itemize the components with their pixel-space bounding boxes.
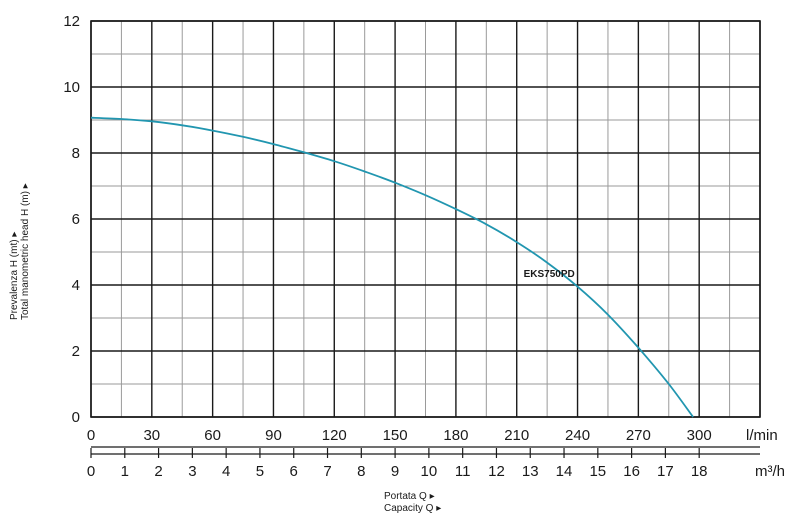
x-tick-label-m3h: 1 [121, 463, 129, 480]
x-tick-label-lmin: 240 [565, 427, 590, 444]
x-tick-label-m3h: 12 [488, 463, 505, 480]
x-tick-labels-lmin: 0 30 60 90 120 150 180 210 240 270 300 [87, 427, 760, 448]
x-tick-label-lmin: 60 [204, 427, 221, 444]
x-tick-label-m3h: 15 [589, 463, 606, 480]
x-tick-label-m3h: 17 [657, 463, 674, 480]
x-tick-label-m3h: 3 [188, 463, 196, 480]
y-tick-label: 6 [72, 211, 80, 228]
curve-layer: EKS750PD [90, 116, 694, 418]
x-tick-label-lmin: 300 [687, 427, 712, 444]
y-tick-labels: 0 2 4 6 8 10 12 [63, 13, 80, 426]
x-tick-label-m3h: 10 [421, 463, 438, 480]
x-tick-label-lmin: 90 [265, 427, 282, 444]
y-tick-label: 4 [72, 277, 80, 294]
x-tick-label-lmin: 120 [322, 427, 347, 444]
x-tick-label-m3h: 2 [154, 463, 162, 480]
x-tick-label-lmin: 180 [443, 427, 468, 444]
y-tick-label: 0 [72, 409, 80, 426]
x-tick-label-m3h: 14 [556, 463, 573, 480]
x-tick-label-m3h: 11 [455, 463, 471, 480]
x-tick-label-m3h: 16 [623, 463, 640, 480]
x-axis-title-line2: Capacity Q ▸ [384, 503, 441, 514]
x-tick-labels-m3h: 0 1 2 3 4 5 6 7 8 9 10 11 12 13 14 15 16 17 18 [87, 448, 760, 480]
x-tick-label-m3h: 0 [87, 463, 95, 480]
y-tick-label: 12 [63, 13, 80, 30]
x-tick-label-m3h: 9 [391, 463, 399, 480]
x-tick-label-m3h: 7 [323, 463, 331, 480]
y-axis-title-line2: Total manometric head H (m) ▸ [20, 183, 31, 320]
series-label-eks750pd: EKS750PD [524, 269, 575, 280]
x-tick-label-m3h: 13 [522, 463, 539, 480]
x-tick-label-m3h: 18 [691, 463, 708, 480]
x-unit-lmin: l/min [746, 427, 778, 444]
x-tick-label-m3h: 4 [222, 463, 230, 480]
y-tick-label: 2 [72, 343, 80, 360]
y-tick-label: 10 [63, 79, 80, 96]
x-tick-label-lmin: 0 [87, 427, 95, 444]
y-tick-label: 8 [72, 145, 80, 162]
y-axis-title-line1: Prevalenza H (mt) ▸ [9, 232, 20, 320]
x-axis-title-line1: Portata Q ▸ [384, 491, 435, 502]
x-tick-label-m3h: 8 [357, 463, 365, 480]
x-tick-label-m3h: 6 [290, 463, 298, 480]
x-unit-m3h: m³/h [755, 463, 785, 480]
x-tick-label-lmin: 270 [626, 427, 651, 444]
x-tick-label-lmin: 150 [383, 427, 408, 444]
x-tick-label-lmin: 210 [504, 427, 529, 444]
major-grid [90, 20, 761, 418]
x-tick-label-m3h: 5 [256, 463, 264, 480]
plot-frame [90, 20, 761, 418]
x-tick-label-lmin: 30 [143, 427, 160, 444]
series-line-eks750pd [90, 116, 694, 418]
